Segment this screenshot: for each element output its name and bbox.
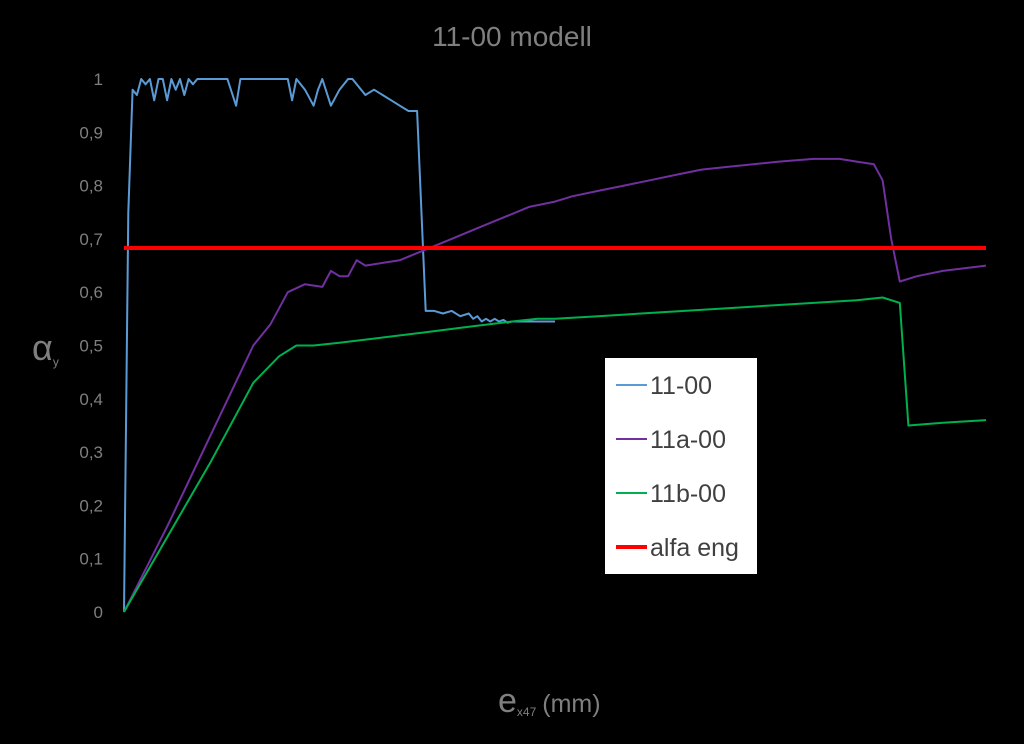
y-tick-label: 0,2	[79, 496, 103, 515]
y-tick-label: 0,7	[79, 230, 103, 249]
legend-label: alfa eng	[650, 534, 739, 562]
legend-label: 11-00	[650, 372, 712, 400]
legend-label: 11a-00	[650, 426, 726, 454]
y-tick-label: 0	[94, 603, 103, 622]
x-axis-label-unit: (mm)	[542, 690, 600, 718]
y-tick-label: 0,9	[79, 123, 103, 142]
y-axis-ticks: 0 0,1 0,2 0,3 0,4 0,5 0,6 0,7 0,8 0,9 1	[79, 70, 103, 622]
series-line-11b-00	[123, 296, 987, 613]
chart-title: 11-00 modell	[432, 21, 592, 52]
y-axis-label-sub: y	[53, 355, 59, 369]
x-axis-label-main: e	[498, 682, 517, 720]
y-tick-label: 0,4	[79, 390, 103, 409]
x-axis-label: ex47 (mm)	[498, 682, 601, 720]
y-tick-label: 0,3	[79, 443, 103, 462]
x-axis-label-sub: x47	[517, 705, 537, 719]
y-axis-label-main: α	[32, 327, 53, 368]
y-axis-label: αy	[32, 327, 59, 369]
y-tick-label: 1	[94, 70, 103, 89]
series-line-11a-00	[123, 157, 987, 613]
y-tick-label: 0,8	[79, 177, 103, 196]
plot-area	[123, 78, 987, 613]
y-tick-label: 0,6	[79, 283, 103, 302]
legend-box	[605, 358, 757, 574]
y-tick-label: 0,1	[79, 550, 103, 569]
legend-items: 11-00 11a-00 11b-00 alfa eng	[616, 372, 739, 562]
legend-label: 11b-00	[650, 480, 726, 508]
series-line-11-00	[123, 78, 555, 613]
y-tick-label: 0,5	[79, 337, 103, 356]
legend: 11-00 11a-00 11b-00 alfa eng	[605, 358, 757, 574]
